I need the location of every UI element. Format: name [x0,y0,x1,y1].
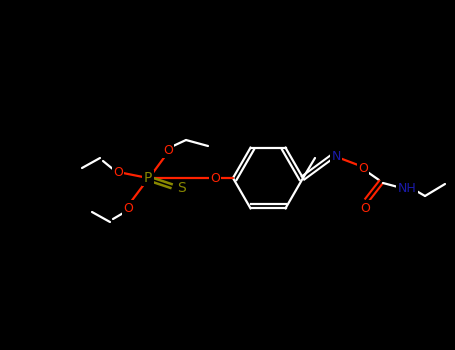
Text: S: S [177,181,185,195]
Text: O: O [113,166,123,178]
Text: O: O [123,202,133,215]
Text: O: O [360,202,370,215]
Text: O: O [163,144,173,156]
Text: P: P [144,171,152,185]
Text: O: O [358,161,368,175]
Text: NH: NH [398,182,416,195]
Text: N: N [331,149,341,162]
Text: O: O [210,172,220,184]
